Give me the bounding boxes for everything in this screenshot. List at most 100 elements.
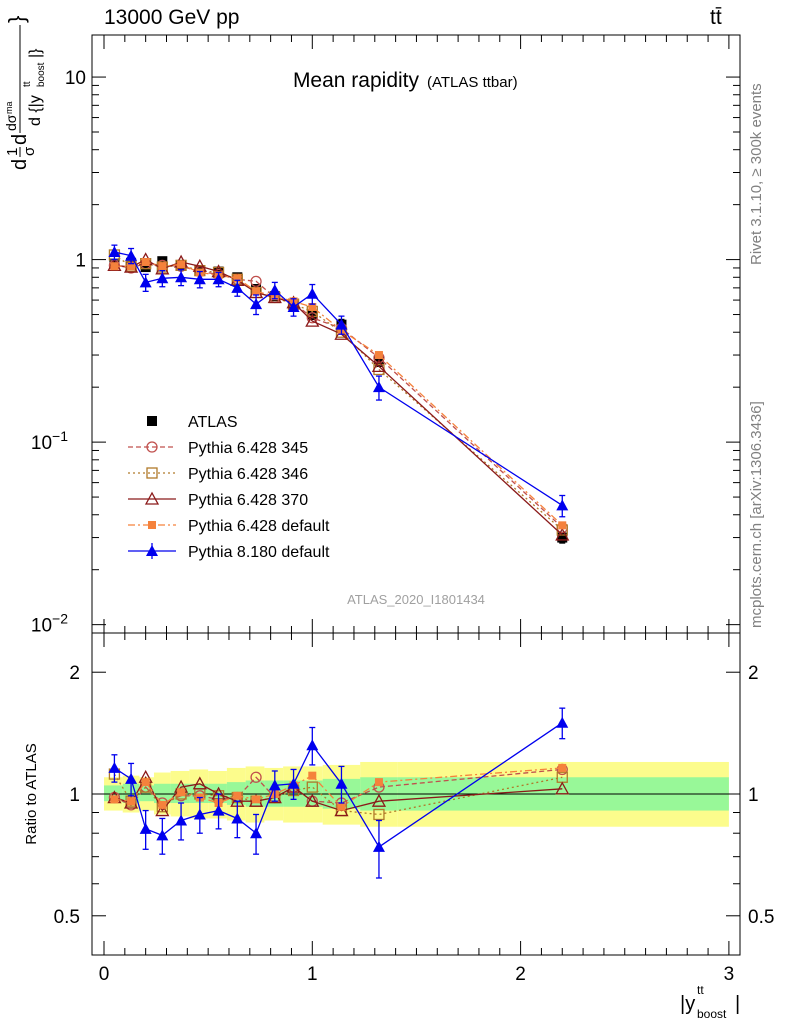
rivet-label: Rivet 3.1.10, ≥ 300k events — [748, 83, 765, 265]
main-y-tick-label: 10 — [65, 68, 86, 89]
data-point — [335, 777, 348, 789]
main-y-tick-label: 1 — [75, 251, 86, 272]
svg-text:d: d — [9, 159, 31, 170]
svg-text:dσ: dσ — [3, 114, 19, 131]
main-y-tick-label: 10−1 — [31, 428, 68, 454]
data-point — [287, 777, 300, 789]
x-tick-label: 1 — [307, 964, 318, 985]
svg-text:boost: boost — [36, 62, 47, 87]
ratio-y-tick-label: 2 — [748, 663, 759, 684]
data-point — [306, 287, 319, 299]
legend-marker — [148, 521, 156, 529]
svg-text:boost: boost — [697, 1007, 727, 1021]
legend-entry: Pythia 6.428 346 — [128, 466, 308, 483]
series-line — [114, 258, 563, 536]
data-point — [140, 262, 151, 273]
data-point — [125, 249, 138, 261]
data-point — [252, 795, 261, 804]
data-point — [373, 808, 385, 821]
svg-text:d {|y: d {|y — [27, 95, 44, 126]
data-point — [250, 827, 263, 839]
legend-entry: Pythia 6.428 370 — [128, 491, 308, 509]
data-point — [287, 300, 300, 312]
data-point — [250, 298, 263, 310]
data-point — [110, 795, 119, 804]
series-pythia-6-428-345 — [108, 258, 568, 534]
series-pythia-8-180-default — [108, 707, 569, 879]
svg-text:tt: tt — [22, 81, 33, 87]
data-point — [158, 262, 167, 271]
data-point — [108, 246, 121, 258]
data-point — [175, 271, 188, 283]
data-point — [268, 284, 281, 296]
data-point — [371, 359, 387, 373]
data-point — [125, 772, 138, 784]
data-point — [556, 716, 569, 728]
data-point — [372, 840, 385, 852]
x-tick-label: 0 — [99, 964, 110, 985]
series-pythia-6-428-370 — [107, 252, 570, 541]
data-point — [157, 256, 168, 267]
data-point — [555, 527, 570, 541]
svg-text:d: d — [9, 134, 31, 145]
svg-text:1: 1 — [4, 148, 21, 156]
data-point — [108, 761, 121, 773]
svg-text:tt: tt — [697, 983, 704, 997]
data-point — [306, 312, 318, 324]
data-point — [371, 793, 387, 807]
legend-entry: ATLAS — [147, 414, 238, 431]
data-point — [252, 287, 261, 296]
legend-label: Pythia 8.180 default — [188, 544, 330, 561]
data-point — [558, 763, 567, 772]
ratio-y-tick-label: 2 — [69, 663, 80, 684]
data-point — [192, 776, 207, 790]
data-point — [233, 791, 242, 800]
data-point — [306, 739, 319, 751]
data-point — [193, 273, 206, 285]
data-point — [306, 781, 318, 793]
legend-entry: Pythia 6.428 345 — [128, 440, 308, 457]
legend-entry: Pythia 6.428 default — [128, 518, 330, 535]
series-line — [114, 263, 563, 529]
main-y-axis-label: d 1 σ d dσ ma d {|y tt boost |} } — [3, 16, 47, 170]
legend-label: ATLAS — [188, 414, 238, 431]
data-point — [557, 532, 568, 543]
svg-text:|}: |} — [27, 48, 44, 58]
data-point — [156, 829, 169, 841]
svg-text:σ: σ — [21, 146, 38, 156]
series-line — [114, 261, 563, 526]
data-point — [250, 771, 262, 783]
legend-marker — [146, 467, 158, 479]
ratio-y-tick-label: 0.5 — [748, 907, 774, 928]
legend-entry: Pythia 8.180 default — [128, 543, 330, 561]
series-line — [114, 251, 563, 506]
data-point — [212, 273, 225, 285]
ratio-y-tick-label: 1 — [69, 785, 80, 806]
series-pythia-8-180-default — [108, 244, 569, 518]
data-point — [308, 302, 317, 311]
data-point — [305, 793, 320, 807]
analysis-watermark: ATLAS_2020_I1801434 — [347, 592, 485, 607]
legend-marker — [144, 491, 160, 505]
legend-label: Pythia 6.428 345 — [188, 440, 308, 457]
data-point — [555, 781, 570, 795]
legend-marker — [146, 545, 158, 556]
ratio-y-tick-label: 1 — [748, 785, 759, 806]
data-point — [127, 262, 136, 271]
data-point — [141, 258, 150, 267]
series-atlas — [109, 256, 568, 544]
data-point — [156, 272, 169, 284]
mcplots-label: mcplots.cern.ch [arXiv:1306.3436] — [748, 401, 765, 628]
data-point — [141, 778, 150, 787]
data-point — [374, 351, 383, 360]
ratio-y-tick-label: 0.5 — [54, 907, 80, 928]
chart-title: Mean rapidity — [293, 69, 420, 92]
series-pythia-6-428-346 — [108, 249, 568, 536]
data-point — [158, 800, 167, 809]
energy-label: 13000 GeV pp — [104, 6, 240, 29]
data-point — [233, 274, 242, 283]
data-point — [175, 814, 188, 826]
legend: ATLAS Pythia 6.428 345 Pythia 6.428 346 Pyt… — [128, 414, 330, 561]
legend-label: Pythia 6.428 default — [188, 518, 330, 535]
